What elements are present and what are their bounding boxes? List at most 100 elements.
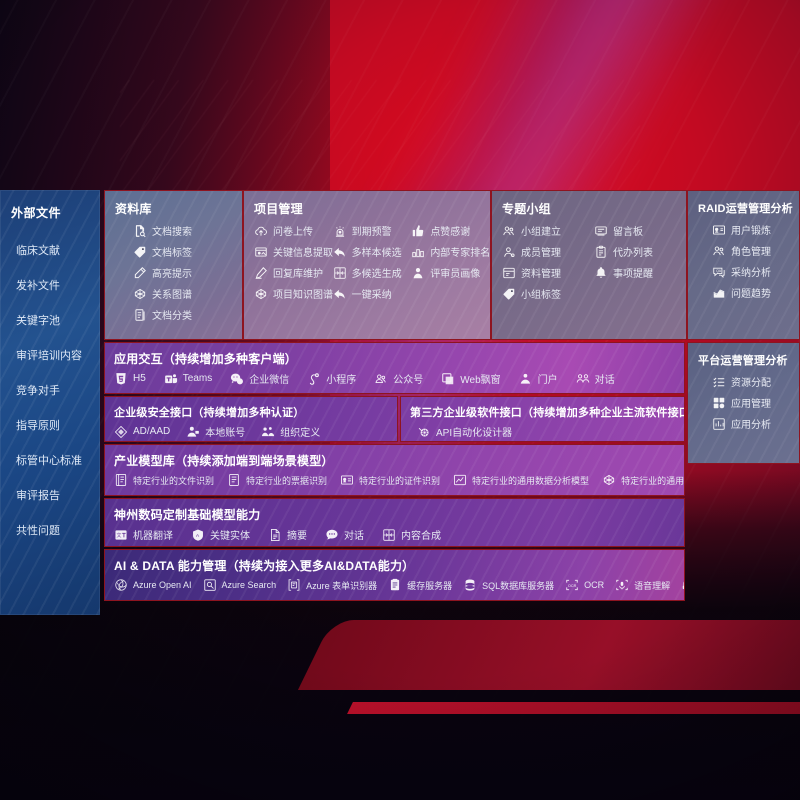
group-people-icon xyxy=(712,244,726,258)
item-multi-sample-candidate[interactable]: 多样本候选 xyxy=(333,244,412,259)
item-todo-list[interactable]: 代办列表 xyxy=(594,244,686,259)
item-portal[interactable]: 门户 xyxy=(519,371,558,386)
item-cache-server[interactable]: 缓存服务器 xyxy=(388,578,452,592)
official-account-icon xyxy=(374,372,388,386)
item-miniprogram[interactable]: 小程序 xyxy=(307,371,356,386)
item-multi-candidate-generate[interactable]: 多候选生成 xyxy=(333,265,412,280)
item-key-entity[interactable]: A 关键实体 xyxy=(191,527,250,542)
panel-platform-title: 平台运营管理分析 xyxy=(698,355,788,367)
item-resource-allocation[interactable]: 资源分配 xyxy=(698,374,799,389)
item-file-recognition[interactable]: 特定行业的文件识别 xyxy=(114,473,214,487)
item-internal-expert-rank[interactable]: 内部专家排名 xyxy=(411,244,490,259)
item-label: 门户 xyxy=(537,375,558,386)
item-relation-graph[interactable]: 关系图谱 xyxy=(115,286,242,301)
item-document-search[interactable]: 文档搜索 xyxy=(115,223,242,238)
org-define-icon xyxy=(261,425,275,439)
item-h5[interactable]: H5 xyxy=(114,372,146,386)
item-official-account[interactable]: 公众号 xyxy=(374,371,423,386)
item-dialog[interactable]: 对话 xyxy=(576,371,615,386)
row-aidata-title: AI & DATA 能力管理（持续为接入更多AI&DATA能力） xyxy=(114,559,415,573)
sidebar-item-keyword-pool[interactable]: 关键字池 xyxy=(16,315,60,327)
item-dialog[interactable]: 对话 xyxy=(325,527,364,542)
item-group-tag[interactable]: 小组标签 xyxy=(502,286,594,301)
item-one-click-adopt[interactable]: 一键采纳 xyxy=(333,286,412,301)
sidebar-item-standards-center[interactable]: 标管中心标准 xyxy=(16,455,82,467)
sidebar-item-guidelines[interactable]: 指导原则 xyxy=(16,420,60,432)
item-label: 多样本候选 xyxy=(351,248,402,259)
item-document-category[interactable]: 文档分类 xyxy=(115,307,242,322)
wecom-icon xyxy=(230,372,244,386)
item-key-info-extract[interactable]: 关键信息提取 xyxy=(254,244,333,259)
item-reviewer-portrait[interactable]: 评审员画像 xyxy=(411,265,490,280)
row-app-interaction: 应用交互（持续增加多种客户端） H5 Teams 企业微信 xyxy=(104,342,685,394)
item-azure-search[interactable]: Azure Search xyxy=(203,578,276,592)
svg-text:OCR: OCR xyxy=(568,584,577,588)
item-label: 文档搜索 xyxy=(152,227,192,238)
item-ad-aad[interactable]: AD/AAD xyxy=(114,425,170,439)
item-app-management[interactable]: 应用管理 xyxy=(698,395,799,410)
row-industry-model-library: 产业模型库（持续添加端到端场景模型） 特定行业的文件识别 特定行业的票据识别 特… xyxy=(104,444,685,496)
sidebar-item-competitors[interactable]: 竞争对手 xyxy=(16,385,60,397)
item-web-float-window[interactable]: Web飘窗 xyxy=(441,371,501,386)
sidebar-item-clinical-literature[interactable]: 临床文献 xyxy=(16,245,60,257)
item-label: 对话 xyxy=(344,531,364,542)
item-summary[interactable]: 摘要 xyxy=(268,527,307,542)
item-task-reminder[interactable]: 事项提醒 xyxy=(594,265,686,280)
item-project-knowledge-graph[interactable]: 项目知识图谱 xyxy=(254,286,333,301)
item-tts[interactable]: TTS xyxy=(681,578,684,592)
item-like-thanks[interactable]: 点赞感谢 xyxy=(411,223,490,238)
item-document-tag[interactable]: 文档标签 xyxy=(115,244,242,259)
item-data-analysis-model[interactable]: 特定行业的通用数据分析模型 xyxy=(453,473,589,487)
item-org-define[interactable]: 组织定义 xyxy=(261,424,320,439)
trend-chart-icon xyxy=(712,286,726,300)
item-label: 评审员画像 xyxy=(430,269,481,280)
sidebar-title: 外部文件 xyxy=(11,206,62,220)
item-form-recognizer[interactable]: Azure 表单识别器 xyxy=(287,578,377,592)
item-material-management[interactable]: 资料管理 xyxy=(502,265,594,280)
sql-database-icon xyxy=(463,578,477,592)
item-api-designer[interactable]: API自动化设计器 xyxy=(417,424,512,439)
chat-bubble-icon xyxy=(325,528,339,542)
item-sql-database-server[interactable]: SQL数据库服务器 xyxy=(463,578,554,592)
item-issue-trend[interactable]: 问题趋势 xyxy=(698,285,799,300)
item-highlight-hint[interactable]: 高亮提示 xyxy=(115,265,242,280)
item-adoption-analysis[interactable]: QA 采纳分析 xyxy=(698,264,799,279)
item-teams[interactable]: Teams xyxy=(164,372,212,386)
item-label: 小程序 xyxy=(326,375,357,386)
item-group-create[interactable]: 小组建立 xyxy=(502,223,594,238)
item-message-board[interactable]: 留言板 xyxy=(594,223,686,238)
person-portrait-icon xyxy=(411,266,425,280)
item-app-analysis[interactable]: 应用分析 xyxy=(698,416,799,431)
item-content-synthesis[interactable]: 内容合成 xyxy=(382,527,441,542)
item-role-management[interactable]: 角色管理 xyxy=(698,243,799,258)
item-ocr[interactable]: OCR OCR xyxy=(565,578,604,592)
item-label: 特定行业的文件识别 xyxy=(133,475,215,486)
panel-library-items: 文档搜索 文档标签 高亮提示 关系图谱 xyxy=(105,217,242,328)
sidebar-item-review-report[interactable]: 审评报告 xyxy=(16,490,60,502)
item-label: 企业微信 xyxy=(249,375,290,386)
item-questionnaire-upload[interactable]: 问卷上传 xyxy=(254,223,333,238)
item-knowledge-graph-model[interactable]: 特定行业的通用知识图谱模型 xyxy=(602,473,684,487)
item-azure-openai[interactable]: Azure Open AI xyxy=(114,578,192,592)
item-member-management[interactable]: 成员管理 xyxy=(502,244,594,259)
item-label: 机器翻译 xyxy=(133,531,173,542)
sidebar-item-supplement-docs[interactable]: 发补文件 xyxy=(16,280,60,292)
sidebar-item-review-training[interactable]: 审评培训内容 xyxy=(16,350,82,362)
person-settings-icon xyxy=(502,245,516,259)
form-recognizer-icon xyxy=(287,578,301,592)
item-label: 小组建立 xyxy=(521,227,561,238)
item-machine-translation[interactable]: 文 机器翻译 xyxy=(114,527,173,542)
sidebar-item-common-issues[interactable]: 共性问题 xyxy=(16,525,60,537)
item-speech-understanding[interactable]: 语音理解 xyxy=(615,578,670,592)
item-wecom[interactable]: 企业微信 xyxy=(230,371,289,386)
item-reply-library-maintain[interactable]: 回复库维护 xyxy=(254,265,333,280)
item-user-training[interactable]: 用户锻炼 xyxy=(698,222,799,237)
item-local-account[interactable]: 本地账号 xyxy=(186,424,245,439)
tag-icon xyxy=(502,287,516,301)
item-due-alert[interactable]: 到期预警 xyxy=(333,223,412,238)
svg-text:QA: QA xyxy=(716,269,722,273)
row-ai-data-capability: AI & DATA 能力管理（持续为接入更多AI&DATA能力） Azure O… xyxy=(104,549,685,601)
item-id-recognition[interactable]: 特定行业的证件识别 xyxy=(340,473,440,487)
translate-icon: 文 xyxy=(114,528,128,542)
item-receipt-recognition[interactable]: 特定行业的票据识别 xyxy=(227,473,327,487)
